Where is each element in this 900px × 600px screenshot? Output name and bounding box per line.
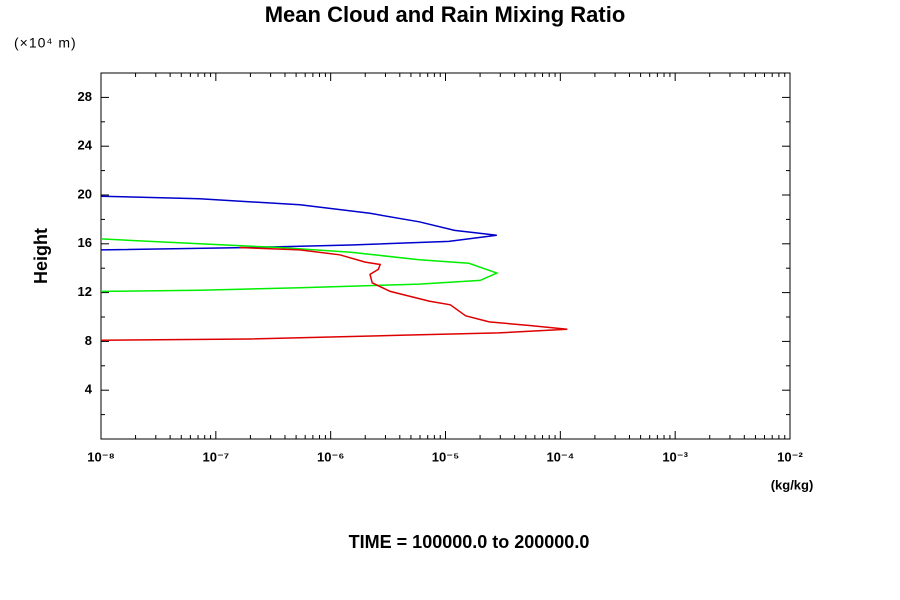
y-tick-label: 16 [78,235,92,250]
y-tick-label: 28 [78,89,92,104]
x-tick-label: 10⁻³ [662,449,688,464]
y-axis-label: Height [31,228,51,284]
plot-frame [100,72,791,440]
y-unit: (×10⁴ m) [14,35,77,51]
y-tick-label: 20 [78,186,92,201]
y-tick-label: 4 [85,382,93,397]
x-tick-label: 10⁻⁸ [87,449,114,464]
series-line [100,246,568,341]
series-line [100,195,497,251]
y-tick-label: 8 [85,333,92,348]
x-tick-label: 10⁻² [777,449,803,464]
x-unit: (kg/kg) [771,477,814,492]
x-tick-label: 10⁻⁴ [546,449,574,464]
y-tick-label: 24 [78,138,93,153]
x-tick-label: 10⁻⁷ [202,449,229,464]
series-line [100,238,499,293]
chart-title: Mean Cloud and Rain Mixing Ratio [265,2,626,27]
x-tick-label: 10⁻⁶ [317,449,344,464]
y-tick-label: 12 [78,284,92,299]
x-tick-label: 10⁻⁵ [432,449,459,464]
footer: TIME = 100000.0 to 200000.0 [349,532,590,552]
